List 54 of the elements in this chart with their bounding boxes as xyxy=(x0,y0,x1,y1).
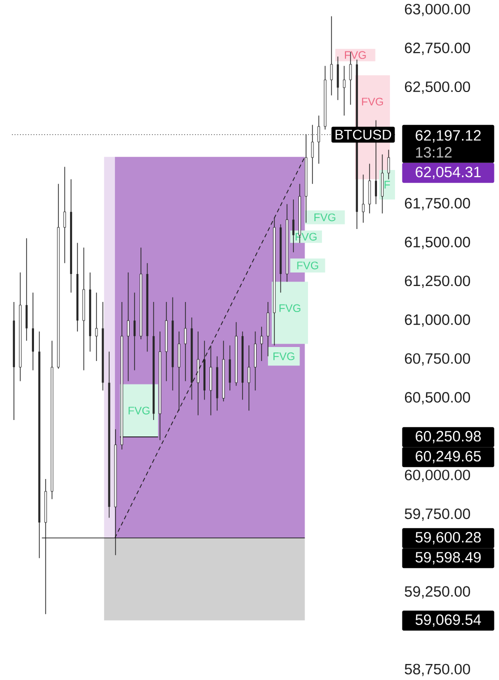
y-tick-label: 61,500.00 xyxy=(404,236,470,250)
candlestick xyxy=(184,302,187,382)
candlestick xyxy=(292,199,294,253)
candlestick xyxy=(387,149,390,180)
band-label: F xyxy=(384,180,390,188)
band-label: FVG xyxy=(297,262,318,270)
candlestick xyxy=(318,115,320,164)
candlestick xyxy=(210,345,212,416)
text: 62,054.31 xyxy=(416,166,481,180)
band-label: FVG xyxy=(128,406,150,414)
candlestick xyxy=(336,56,339,100)
candlestick xyxy=(178,331,180,412)
candlestick xyxy=(254,331,257,391)
candlestick xyxy=(311,124,314,184)
y-tick-label: 58,750.00 xyxy=(404,664,470,676)
text: 13:12 xyxy=(416,147,452,158)
candlestick xyxy=(32,292,34,371)
band-label: FVG xyxy=(280,304,300,312)
y-tick-label: 63,000.00 xyxy=(404,4,470,16)
y-tick-label: 62,500.00 xyxy=(404,81,470,94)
candlestick xyxy=(330,16,333,96)
candlestick xyxy=(63,166,66,264)
y-tick-label: 59,250.00 xyxy=(404,586,470,599)
y-tick-label: 60,750.00 xyxy=(404,353,470,366)
candlestick xyxy=(134,292,136,371)
candlestick xyxy=(126,272,130,382)
candlestick xyxy=(228,345,231,391)
candlestick xyxy=(362,174,365,224)
ref-line-label: 62,197.12 xyxy=(416,130,481,142)
text: 60,249.65 xyxy=(416,450,481,464)
y-tick-label: 62,750.00 xyxy=(404,42,470,55)
text: 59,069.54 xyxy=(416,614,481,627)
candlestick xyxy=(342,66,346,116)
y-tick-label: 61,000.00 xyxy=(404,314,470,327)
y-tick-label: 61,250.00 xyxy=(404,276,470,288)
y-tick-label: 61,750.00 xyxy=(404,198,470,210)
y-tick-label: 59,750.00 xyxy=(404,508,470,521)
y-tick-label: 60,500.00 xyxy=(404,392,470,404)
text: 59,598.49 xyxy=(416,552,481,564)
annotation: BTCUSD xyxy=(336,130,392,140)
band-label: FVG xyxy=(273,352,294,360)
candlestick xyxy=(368,163,371,214)
y-tick-label: 60,000.00 xyxy=(404,470,470,482)
text: 60,250.98 xyxy=(416,430,481,444)
band-label: FVG xyxy=(362,98,383,106)
text: 59,600.28 xyxy=(416,532,481,544)
band-label: FVG xyxy=(314,213,336,222)
candlestick xyxy=(381,154,384,214)
candlestick xyxy=(248,345,250,412)
candlestick xyxy=(26,238,28,342)
candlestick xyxy=(266,302,270,357)
candlestick xyxy=(95,292,98,362)
candlestick xyxy=(196,331,200,416)
candlestick xyxy=(260,326,263,362)
